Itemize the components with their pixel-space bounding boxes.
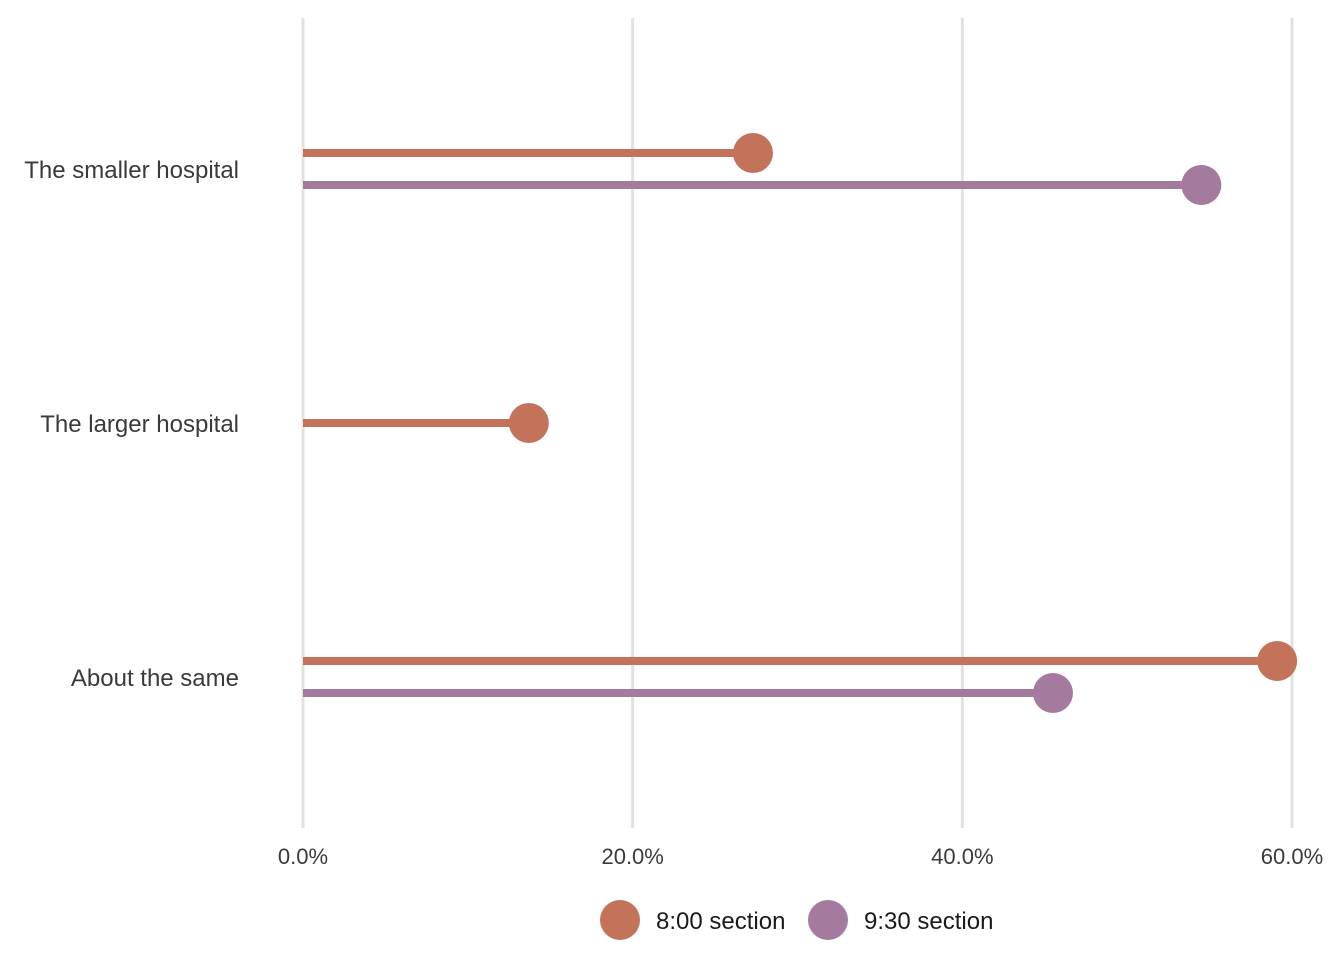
chart-marks xyxy=(303,133,1298,713)
category-label-2: About the same xyxy=(71,665,239,692)
point-0-1 xyxy=(508,403,549,443)
category-label-1: The larger hospital xyxy=(40,411,239,438)
point-0-2 xyxy=(1257,641,1298,681)
category-label-0: The smaller hospital xyxy=(24,157,239,184)
legend-label-1: 9:30 section xyxy=(864,908,993,935)
point-0-0 xyxy=(732,133,773,173)
x-tick-label-2: 40.0% xyxy=(931,844,993,869)
legend-swatch-1 xyxy=(808,900,848,940)
legend-swatch-0 xyxy=(600,900,640,940)
legend: 8:00 section 9:30 section xyxy=(600,900,993,940)
x-tick-label-1: 20.0% xyxy=(601,844,663,869)
x-tick-label-3: 60.0% xyxy=(1261,844,1323,869)
x-tick-label-0: 0.0% xyxy=(278,844,328,869)
legend-label-0: 8:00 section xyxy=(656,908,785,935)
point-1-0 xyxy=(1181,165,1222,205)
category-labels: The smaller hospital The larger hospital A… xyxy=(24,157,239,692)
x-axis-tick-labels: 0.0% 20.0% 40.0% 60.0% xyxy=(278,844,1323,869)
point-1-2 xyxy=(1032,673,1073,713)
